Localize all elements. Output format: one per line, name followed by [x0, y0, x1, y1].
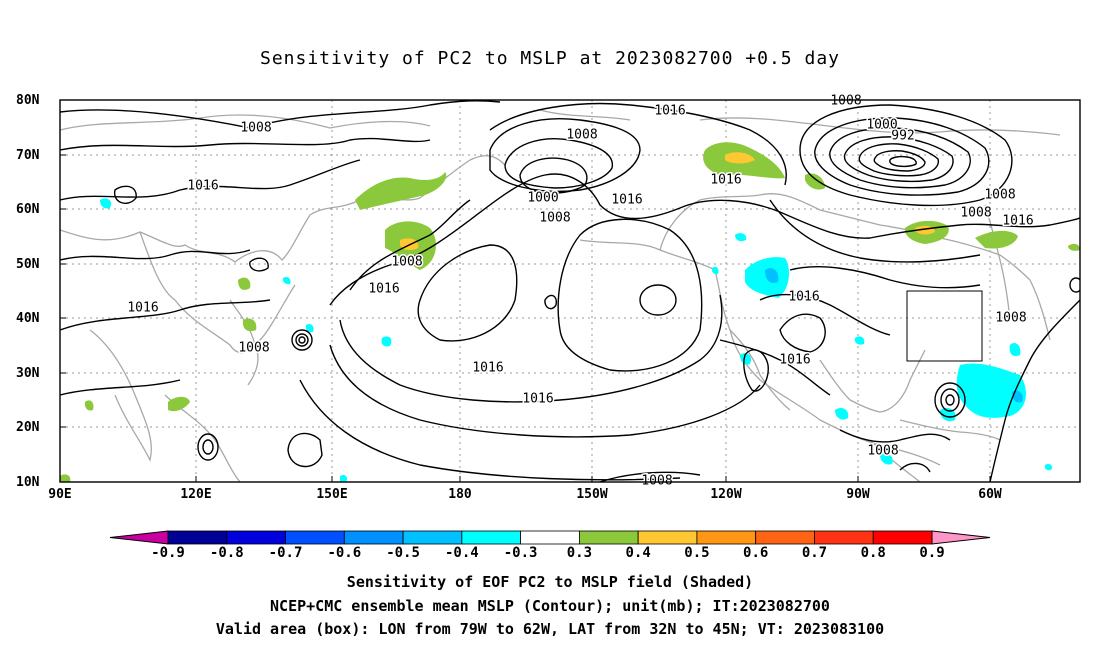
colorbar-swatch	[814, 530, 874, 545]
colorbar-swatch	[755, 530, 815, 545]
contour-label: 1008	[566, 128, 597, 143]
colorbar-label: -0.7	[269, 545, 303, 561]
contour-label: 1016	[788, 290, 819, 305]
valid-area-box	[906, 290, 983, 362]
colorbar-swatch	[167, 530, 228, 545]
colorbar-label: 0.8	[861, 545, 886, 561]
colorbar-label: -0.6	[327, 545, 361, 561]
sensitivity-shading	[60, 142, 1080, 482]
colorbar-swatch	[872, 530, 933, 545]
colorbar-label: -0.5	[386, 545, 420, 561]
coastlines	[60, 109, 1061, 482]
lat-label: 30N	[16, 366, 40, 381]
contour-label: 1000	[866, 118, 897, 133]
colorbar-label: 0.7	[802, 545, 827, 561]
caption-line-3: Valid area (box): LON from 79W to 62W, L…	[215, 620, 885, 638]
colorbar-label: 0.5	[684, 545, 709, 561]
colorbar-low-arrow	[109, 530, 169, 545]
axis-ticks	[60, 99, 991, 483]
mslp-contours	[60, 100, 1080, 482]
lon-label: 90W	[846, 487, 870, 502]
contour-label: 1016	[472, 361, 503, 376]
contour-label: 1008	[539, 211, 570, 226]
contour-label: 1008	[238, 341, 269, 356]
colorbar-label: -0.3	[504, 545, 538, 561]
contour-label: 1016	[654, 104, 685, 119]
lon-label: 120W	[710, 487, 741, 502]
contour-label: 1016	[127, 301, 158, 316]
contour-label: 1008	[867, 444, 898, 459]
contour-label: 992	[891, 129, 914, 144]
lon-label: 90E	[48, 487, 71, 502]
longitude-labels: 90E 120E 150E 180 150W 120W 90W 60W	[48, 487, 1002, 502]
contour-label: 1008	[830, 94, 861, 109]
contour-label: 1008	[240, 121, 271, 136]
colorbar-label: -0.9	[151, 545, 185, 561]
colorbar-swatch	[696, 530, 757, 545]
colorbar-swatch	[402, 530, 463, 545]
colorbar-label: 0.6	[743, 545, 768, 561]
lon-label: 150W	[576, 487, 607, 502]
lat-label: 60N	[16, 202, 40, 217]
caption-line-1: Sensitivity of EOF PC2 to MSLP field (Sh…	[346, 573, 754, 591]
contour-label: 1016	[187, 179, 218, 194]
contour-label: 1016	[1002, 214, 1033, 229]
contour-label: 1008	[960, 206, 991, 221]
contour-label: 1016	[368, 282, 399, 297]
colorbar-label: 0.4	[626, 545, 651, 561]
contour-label: 1016	[779, 353, 810, 368]
plot-frame	[59, 99, 1081, 483]
lat-label: 10N	[16, 475, 40, 490]
contour-labels: 1008101610161008100099210081016101610081…	[126, 92, 1035, 490]
colorbar-label: 0.9	[919, 545, 944, 561]
chart-title: Sensitivity of PC2 to MSLP at 2023082700…	[259, 48, 840, 69]
contour-label: 1008	[391, 255, 422, 270]
contour-label: 1000	[527, 191, 558, 206]
colorbar	[109, 530, 991, 545]
lon-label: 150E	[316, 487, 347, 502]
colorbar-label: -0.8	[210, 545, 244, 561]
lat-label: 50N	[16, 257, 40, 272]
colorbar-swatch	[637, 530, 698, 545]
caption-line-2: NCEP+CMC ensemble mean MSLP (Contour); u…	[270, 597, 830, 615]
colorbar-swatch	[520, 530, 580, 545]
lon-label: 120E	[180, 487, 211, 502]
contour-label: 1016	[522, 392, 553, 407]
colorbar-swatch	[226, 530, 286, 545]
contour-label: 1016	[710, 173, 741, 188]
colorbar-swatch	[285, 530, 345, 545]
colorbar-swatch	[461, 530, 522, 545]
map-gridlines	[60, 100, 1080, 482]
lat-label: 70N	[16, 148, 40, 163]
latitude-labels: 80N 70N 60N 50N 40N 30N 20N 10N	[16, 93, 40, 490]
contour-label: 1008	[984, 188, 1015, 203]
lat-label: 80N	[16, 93, 40, 108]
contour-label: 1008	[995, 311, 1026, 326]
colorbar-label: 0.3	[567, 545, 592, 561]
contour-label: 1016	[611, 193, 642, 208]
colorbar-swatch	[578, 530, 639, 545]
lon-label: 60W	[978, 487, 1002, 502]
colorbar-high-arrow	[931, 530, 991, 545]
colorbar-labels: -0.9 -0.8 -0.7 -0.6 -0.5 -0.4 -0.3 0.3 0.4 0.5 0.6…	[151, 545, 945, 561]
colorbar-label: -0.4	[445, 545, 479, 561]
lon-label: 180	[448, 487, 472, 502]
lat-label: 40N	[16, 311, 40, 326]
lat-label: 20N	[16, 420, 40, 435]
contour-label: 1008	[641, 474, 672, 489]
colorbar-swatch	[343, 530, 404, 545]
